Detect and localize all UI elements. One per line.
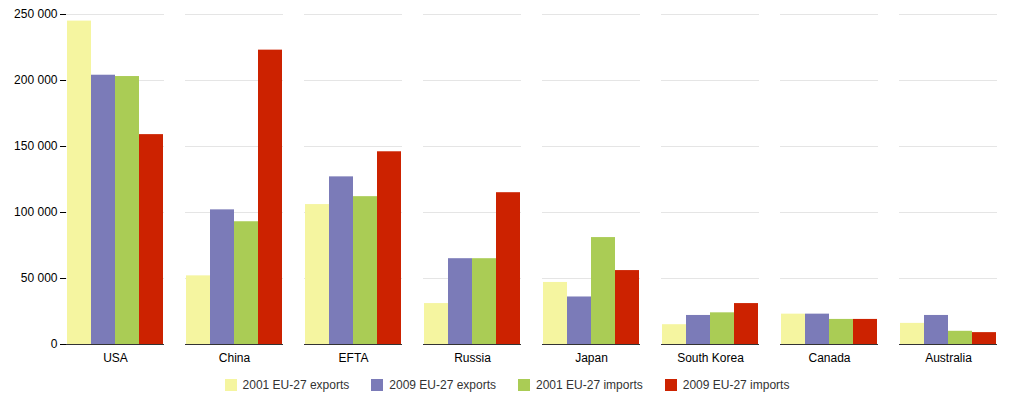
svg-text:China: China bbox=[219, 351, 251, 365]
svg-text:Russia: Russia bbox=[454, 351, 491, 365]
svg-text:150 000: 150 000 bbox=[14, 139, 58, 153]
svg-text:250 000: 250 000 bbox=[14, 7, 58, 21]
svg-text:South Korea: South Korea bbox=[677, 351, 744, 365]
html-text:2009 EU-27 imports: 2009 EU-27 imports bbox=[682, 378, 790, 392]
svg-text:Japan: Japan bbox=[575, 351, 608, 365]
svg-text:50 000: 50 000 bbox=[21, 271, 58, 285]
svg-text:USA: USA bbox=[103, 351, 128, 365]
html-text:2009 EU-27 exports: 2009 EU-27 exports bbox=[389, 378, 496, 392]
svg-text:Canada: Canada bbox=[808, 351, 850, 365]
svg-text:100 000: 100 000 bbox=[14, 205, 58, 219]
html-text:2001 EU-27 imports: 2001 EU-27 imports bbox=[536, 378, 643, 392]
svg-text:0: 0 bbox=[51, 337, 58, 351]
html-text:2001 EU-27 exports: 2001 EU-27 exports bbox=[242, 378, 350, 392]
svg-text:EFTA: EFTA bbox=[339, 351, 369, 365]
svg-text:Australia: Australia bbox=[925, 351, 972, 365]
svg-text:200 000: 200 000 bbox=[14, 73, 58, 87]
